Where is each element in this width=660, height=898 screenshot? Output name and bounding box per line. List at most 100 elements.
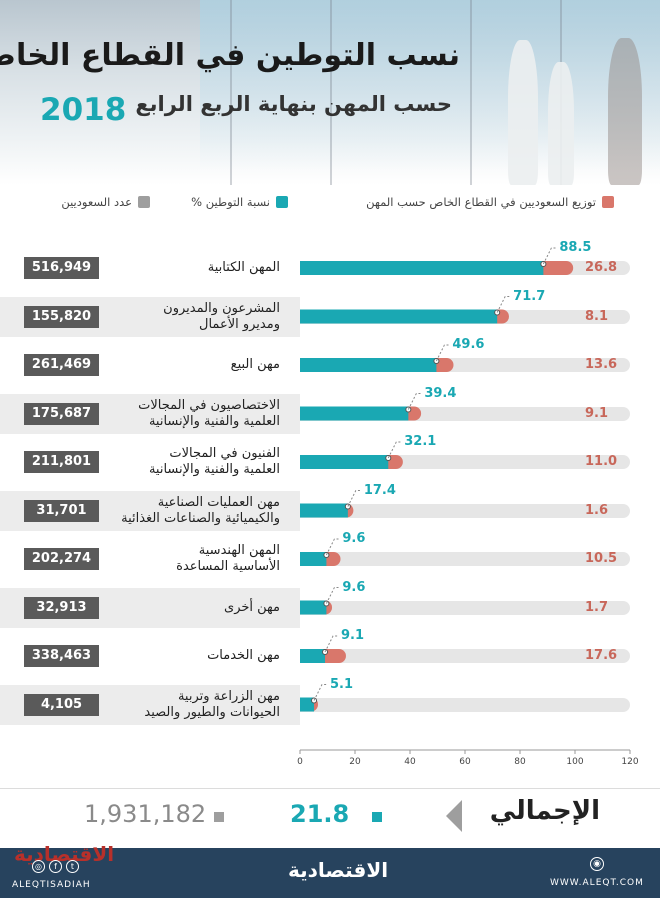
saudization-bar xyxy=(300,358,437,372)
footer-logo: الاقتصادية xyxy=(288,858,389,882)
category-label: الاختصاصيون في المجالات العلمية والفنية و… xyxy=(100,398,280,430)
x-tick-label: 120 xyxy=(621,757,638,767)
count-box: 211,801 xyxy=(24,451,99,473)
facebook-icon[interactable]: f xyxy=(49,860,62,873)
bar-track xyxy=(300,697,630,712)
legend-swatch-distribution xyxy=(602,196,614,208)
category-label-line: العلمية والفنية والإنسانية xyxy=(148,462,280,477)
leader-line xyxy=(407,393,423,410)
leader-line xyxy=(325,587,341,604)
x-tick-label: 60 xyxy=(459,757,471,767)
count-box: 338,463 xyxy=(24,645,99,667)
category-label: مهن الزراعة وتربية الحيوانات والطيور والص… xyxy=(100,689,280,721)
saudization-bar xyxy=(300,503,348,518)
saudization-square-icon xyxy=(372,812,382,822)
category-label-line: العلمية والفنية والإنسانية xyxy=(148,413,280,429)
saudization-bar xyxy=(300,261,544,275)
social-handle: ALEQTISADIAH xyxy=(12,880,91,890)
saudization-value-label: 9.6 xyxy=(342,579,366,595)
distribution-value-label: 10.5 xyxy=(585,551,618,566)
saudization-value-label: 17.4 xyxy=(363,482,396,498)
category-label-line: ومديرو الأعمال xyxy=(199,316,280,332)
website-link[interactable]: WWW.ALEQT.COM xyxy=(550,878,644,888)
total-saudization-value: 21.8 xyxy=(290,800,350,828)
arrow-left-icon xyxy=(446,800,462,832)
leader-line xyxy=(496,296,512,313)
person-figure xyxy=(508,40,538,185)
bar-track xyxy=(300,552,630,566)
year-label: 2018 xyxy=(40,92,127,128)
category-label-line: والكيميائية والصناعات الغذائية xyxy=(121,510,280,526)
saudization-value-label: 71.7 xyxy=(513,288,546,304)
category-label: المهن الكتابية xyxy=(100,260,280,276)
bar-track xyxy=(300,600,630,615)
category-label-line: الفنيون في المجالات xyxy=(169,446,280,461)
category-label-line: المشرعون والمديرون xyxy=(163,300,280,316)
category-label: المهن الهندسية الأساسية المساعدة xyxy=(100,543,280,575)
category-label-line: مهن البيع xyxy=(230,357,280,372)
person-figure xyxy=(608,38,642,185)
x-tick-label: 20 xyxy=(349,757,361,767)
footer-bar xyxy=(0,848,660,898)
category-label: مهن البيع xyxy=(100,357,280,373)
count-square-icon xyxy=(214,812,224,822)
distribution-value-label: 13.6 xyxy=(585,357,618,372)
x-tick-label: 0 xyxy=(297,757,303,767)
category-label-line: مهن الخدمات xyxy=(207,648,280,663)
legend-item-distribution: توزيع السعوديين في القطاع الخاص حسب المه… xyxy=(366,190,614,214)
category-label-line: المهن الكتابية xyxy=(207,260,280,275)
distribution-value-label: 11.0 xyxy=(585,454,618,469)
globe-icon: ◉ xyxy=(590,857,604,871)
page-title: نسب التوطين في القطاع الخاص xyxy=(0,38,460,73)
legend-swatch-count xyxy=(138,196,150,208)
category-label: مهن أخرى xyxy=(100,600,280,616)
bar-track xyxy=(300,503,630,518)
window-sky xyxy=(200,0,660,170)
category-label: مهن الخدمات xyxy=(100,648,280,664)
saudization-bar xyxy=(300,649,326,663)
window-frame xyxy=(230,0,232,185)
category-label: المشرعون والمديرون ومديرو الأعمال xyxy=(100,301,280,333)
category-label: مهن العمليات الصناعية والكيميائية والصناع… xyxy=(100,495,280,527)
x-tick-label: 40 xyxy=(404,757,416,767)
totals-label: الإجمالي xyxy=(489,796,600,826)
bar-track xyxy=(300,649,630,663)
category-label-line: الأساسية المساعدة xyxy=(176,559,280,574)
category-label-line: مهن أخرى xyxy=(224,599,280,615)
window-frame xyxy=(470,0,472,185)
distribution-value-label: 1.7 xyxy=(585,599,609,615)
saudization-value-label: 49.6 xyxy=(452,337,485,352)
leader-line xyxy=(324,635,340,653)
saudization-value-label: 88.5 xyxy=(559,240,592,255)
page-subtitle: حسب المهن بنهاية الربع الرابع xyxy=(135,92,452,116)
count-box: 4,105 xyxy=(24,693,99,716)
saudization-bar xyxy=(300,455,389,469)
legend-label-count: عدد السعوديين xyxy=(61,195,132,209)
saudization-value-label: 32.1 xyxy=(404,434,437,449)
saudization-bar xyxy=(300,309,498,324)
category-label-line: الاختصاصيون في المجالات xyxy=(138,397,280,413)
x-tick-label: 100 xyxy=(566,757,583,767)
distribution-value-label: 17.6 xyxy=(585,648,618,663)
saudization-bar xyxy=(300,552,327,566)
count-box: 261,469 xyxy=(24,354,99,376)
instagram-icon[interactable]: ◎ xyxy=(32,860,45,873)
saudization-value-label: 9.6 xyxy=(342,531,366,546)
distribution-value-label: 9.1 xyxy=(585,405,609,421)
count-box: 31,701 xyxy=(24,499,99,522)
leader-line xyxy=(387,441,403,459)
category-label-line: الحيوانات والطيور والصيد xyxy=(144,704,280,720)
leader-line xyxy=(347,490,362,507)
saudization-bar xyxy=(300,406,409,421)
brand-logo: الاقتصادية xyxy=(14,842,115,866)
totals-divider xyxy=(0,788,660,789)
category-label-line: مهن الزراعة وتربية xyxy=(177,688,280,704)
distribution-value-label: 1.6 xyxy=(585,502,609,518)
x-tick-label: 80 xyxy=(514,757,526,767)
distribution-value-label: 26.8 xyxy=(585,260,618,275)
category-label-line: المهن الهندسية xyxy=(198,543,280,558)
total-count-value: 1,931,182 xyxy=(84,800,207,828)
twitter-icon[interactable]: t xyxy=(66,860,79,873)
count-box: 32,913 xyxy=(24,596,99,619)
legend-label-distribution: توزيع السعوديين في القطاع الخاص حسب المه… xyxy=(366,195,596,209)
